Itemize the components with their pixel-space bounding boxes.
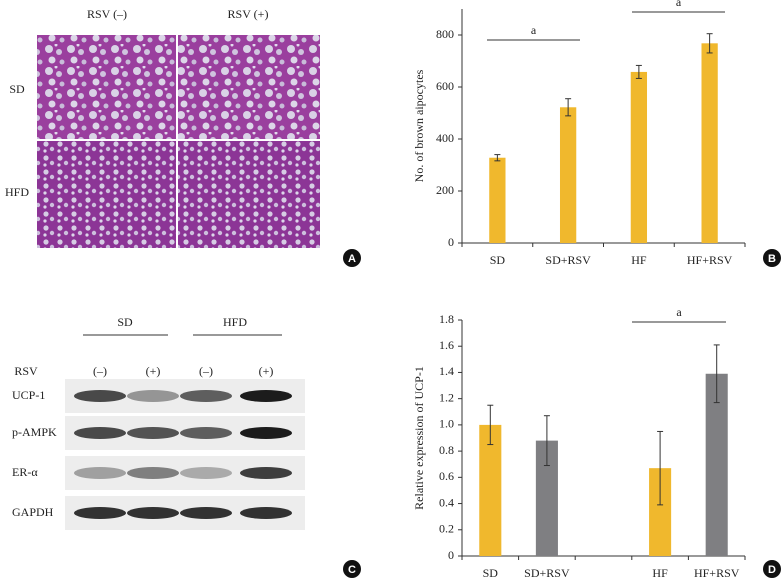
y-tick-label: 0.4 <box>439 495 454 509</box>
y-tick-label: 1.6 <box>439 338 454 352</box>
significance-label: a <box>676 305 682 319</box>
blot-band <box>240 507 292 519</box>
histology-panel: RSV (–) RSV (+) SD HFD <box>5 7 320 248</box>
x-tick-label: SD+RSV <box>545 253 591 267</box>
histology-image <box>178 35 320 139</box>
panel-badge <box>763 249 781 267</box>
row-label: HFD <box>5 185 29 199</box>
lane-label: (+) <box>146 364 161 378</box>
protein-label: p-AMPK <box>12 425 57 439</box>
y-tick-label: 0.2 <box>439 522 454 536</box>
x-tick-label: HF+RSV <box>694 566 740 579</box>
significance-label: a <box>531 23 537 37</box>
y-tick-label: 0 <box>448 235 454 249</box>
y-tick-label: 1.0 <box>439 417 454 431</box>
panel-badge <box>343 249 361 267</box>
histology-image <box>37 35 176 139</box>
protein-label: ER-α <box>12 465 38 479</box>
x-tick-label: SD <box>483 566 499 579</box>
significance-label: a <box>676 0 682 9</box>
bar <box>649 468 672 556</box>
treatment-label: RSV <box>14 364 38 378</box>
y-tick-label: 1.2 <box>439 390 454 404</box>
bar <box>535 440 558 556</box>
histology-image <box>37 141 176 248</box>
blot-band <box>74 427 126 439</box>
bar <box>705 373 728 556</box>
y-tick-label: 800 <box>436 27 454 41</box>
x-tick-label: HF+RSV <box>687 253 733 267</box>
blot-band <box>74 507 126 519</box>
group-label: SD <box>117 315 133 329</box>
histology-image <box>178 141 320 248</box>
y-tick-label: 400 <box>436 131 454 145</box>
protein-label: UCP-1 <box>12 388 45 402</box>
blot-band <box>180 507 232 519</box>
y-tick-label: 1.8 <box>439 312 454 326</box>
panel-letter: D <box>768 564 776 576</box>
blot-band <box>180 427 232 439</box>
panel-letter: B <box>768 253 776 265</box>
blot-band <box>74 390 126 402</box>
bar <box>479 424 502 556</box>
western-blot-panel: SD HFD RSV <box>14 315 282 378</box>
column-label: RSV (–) <box>87 7 127 21</box>
row-label: SD <box>9 82 25 96</box>
y-tick-label: 200 <box>436 183 454 197</box>
lane-label: (+) <box>259 364 274 378</box>
bar <box>489 157 506 243</box>
column-label: RSV (+) <box>228 7 269 21</box>
bar <box>630 71 648 243</box>
group-label: HFD <box>223 315 247 329</box>
blot-band <box>240 427 292 439</box>
panel-badge <box>343 560 361 578</box>
y-tick-label: 0.6 <box>439 469 454 483</box>
blot-band <box>74 467 126 479</box>
panel-letter: C <box>348 564 356 576</box>
y-axis-label: No. of brown aipocytes <box>412 69 426 182</box>
blot-band <box>240 390 292 402</box>
y-axis-label: Relative expression of UCP-1 <box>412 366 426 510</box>
bar <box>559 107 577 243</box>
blot-band <box>180 467 232 479</box>
blot-band <box>127 427 179 439</box>
x-tick-label: HF <box>631 253 647 267</box>
y-tick-label: 600 <box>436 79 454 93</box>
blot-band <box>127 390 179 402</box>
blot-band <box>127 507 179 519</box>
blot-band <box>240 467 292 479</box>
lane-label: (–) <box>199 364 213 378</box>
x-tick-label: SD <box>490 253 506 267</box>
bar <box>701 43 718 243</box>
lane-label: (–) <box>93 364 107 378</box>
panel-letters: A B C D <box>343 249 781 578</box>
y-tick-label: 0 <box>448 548 454 562</box>
blot-band <box>127 467 179 479</box>
x-tick-label: HF <box>652 566 668 579</box>
y-tick-label: 0.8 <box>439 443 454 457</box>
panel-badge <box>763 560 781 578</box>
protein-label: GAPDH <box>12 505 54 519</box>
blot-band <box>180 390 232 402</box>
y-tick-label: 1.4 <box>439 364 454 378</box>
x-tick-label: SD+RSV <box>524 566 570 579</box>
panel-letter: A <box>348 253 356 265</box>
